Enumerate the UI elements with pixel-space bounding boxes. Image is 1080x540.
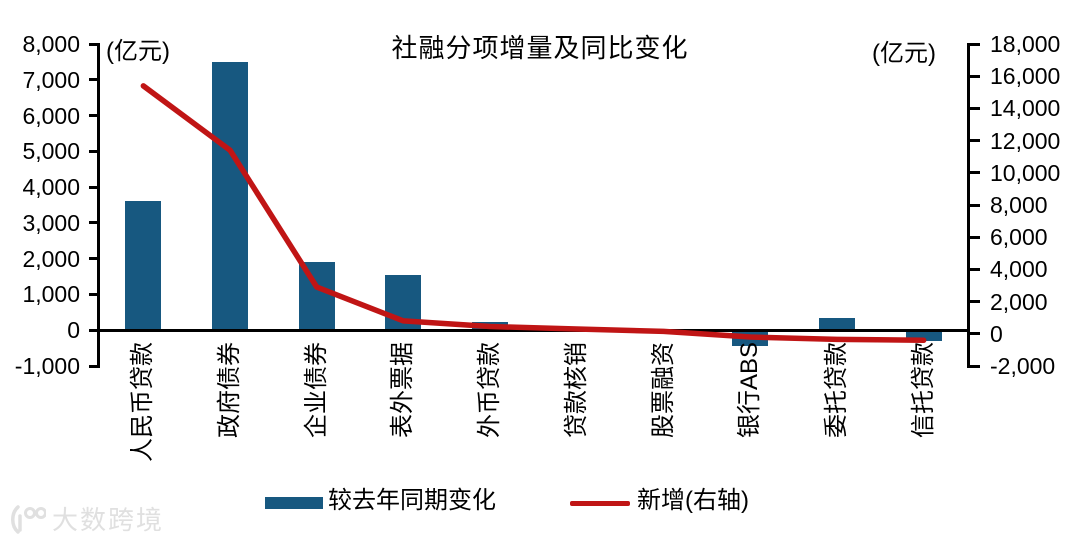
left-axis-tick-label: -1,000 bbox=[14, 353, 80, 379]
bar bbox=[212, 61, 249, 331]
right-axis-tick-mark bbox=[967, 74, 980, 78]
right-axis-tick-label: 10,000 bbox=[990, 159, 1061, 186]
watermark-text: 大数跨境 bbox=[52, 505, 165, 535]
left-axis-tick-mark bbox=[89, 328, 100, 332]
right-axis-tick-label: 18,000 bbox=[990, 31, 1061, 57]
left-axis-tick-mark bbox=[89, 221, 100, 225]
right-axis-tick-mark bbox=[967, 203, 980, 207]
right-axis-tick-mark bbox=[967, 106, 980, 110]
left-axis-tick-label: 3,000 bbox=[22, 209, 80, 236]
left-axis-tick-mark bbox=[89, 42, 100, 46]
legend-line-swatch bbox=[570, 501, 630, 506]
category-label: 企业债券 bbox=[302, 342, 330, 438]
left-axis-tick-label: 8,000 bbox=[22, 31, 80, 57]
right-axis-tick-label: -2,000 bbox=[990, 353, 1056, 379]
right-axis-tick-mark bbox=[967, 364, 980, 368]
left-axis-tick-label: 4,000 bbox=[22, 174, 80, 201]
category-axis-line bbox=[97, 328, 970, 332]
left-axis-tick-mark bbox=[89, 114, 100, 118]
category-label: 委托贷款 bbox=[822, 342, 850, 438]
legend-bar-swatch bbox=[265, 497, 323, 509]
left-axis-tick-label: 2,000 bbox=[22, 245, 80, 272]
right-axis-tick-mark bbox=[967, 300, 980, 304]
right-axis-tick-label: 4,000 bbox=[990, 256, 1048, 283]
left-axis-tick-mark bbox=[89, 149, 100, 153]
category-label: 政府债券 bbox=[216, 342, 244, 438]
left-axis-tick-label: 6,000 bbox=[22, 102, 80, 129]
right-axis-tick-label: 6,000 bbox=[990, 224, 1048, 251]
chart-title: 社融分项增量及同比变化 bbox=[391, 33, 689, 63]
right-axis-tick-label: 8,000 bbox=[990, 192, 1048, 218]
category-label: 外币贷款 bbox=[476, 342, 504, 438]
right-axis-tick-mark bbox=[967, 42, 980, 46]
left-axis-tick-label: 0 bbox=[67, 317, 80, 344]
right-axis-tick-mark bbox=[967, 171, 980, 175]
left-axis-tick-label: 7,000 bbox=[22, 66, 80, 93]
right-axis-tick-label: 14,000 bbox=[990, 95, 1061, 122]
category-label: 股票融资 bbox=[649, 342, 677, 438]
left-axis-line bbox=[97, 44, 100, 368]
left-axis-tick-mark bbox=[89, 292, 100, 296]
watermark: 大数跨境 bbox=[6, 500, 164, 537]
right-axis-tick-label: 16,000 bbox=[990, 63, 1061, 90]
category-label: 信托贷款 bbox=[909, 342, 937, 438]
bar bbox=[125, 201, 162, 331]
left-axis-tick-label: 1,000 bbox=[22, 281, 80, 308]
left-axis-tick-mark bbox=[89, 364, 100, 368]
category-label: 银行ABS bbox=[736, 342, 764, 439]
category-label: 人民币贷款 bbox=[129, 342, 157, 462]
legend-line-label: 新增(右轴) bbox=[637, 487, 749, 514]
right-axis-tick-mark bbox=[967, 235, 980, 239]
left-axis-tick-mark bbox=[89, 78, 100, 82]
category-label: 表外票据 bbox=[389, 342, 417, 438]
right-axis-tick-mark bbox=[967, 267, 980, 271]
right-axis-tick-label: 12,000 bbox=[990, 127, 1061, 154]
right-axis-tick-label: 2,000 bbox=[990, 288, 1048, 315]
bar bbox=[905, 330, 942, 341]
left-axis-tick-mark bbox=[89, 185, 100, 189]
right-axis-unit-label: (亿元) bbox=[872, 40, 936, 67]
left-axis-tick-label: 5,000 bbox=[22, 138, 80, 165]
left-axis-tick-mark bbox=[89, 257, 100, 261]
bar bbox=[385, 274, 422, 331]
right-axis-tick-label: 0 bbox=[990, 320, 1003, 347]
watermark-logo-icon bbox=[11, 504, 46, 534]
right-axis-tick-mark bbox=[967, 139, 980, 143]
right-axis-tick-mark bbox=[967, 332, 980, 336]
category-label: 贷款核销 bbox=[562, 342, 590, 438]
left-axis-unit-label: (亿元) bbox=[106, 38, 170, 65]
trend-line bbox=[140, 83, 927, 343]
bar bbox=[298, 262, 335, 331]
legend-bar-label: 较去年同期变化 bbox=[328, 487, 496, 514]
